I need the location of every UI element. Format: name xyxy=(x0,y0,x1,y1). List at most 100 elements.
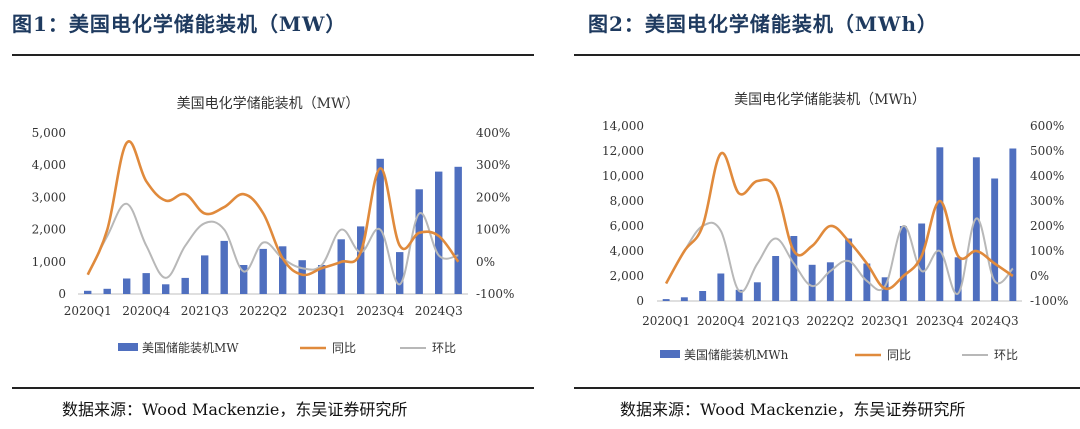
chart-title: 美国电化学储能装机（MWh） xyxy=(734,92,926,108)
y-tick-label: 6,000 xyxy=(610,219,644,233)
y2-tick-label: -100% xyxy=(1030,294,1068,308)
legend-label-yoy: 同比 xyxy=(332,341,356,355)
bar xyxy=(699,291,707,301)
figure-1-heading: 图1：美国电化学储能装机（MW） xyxy=(12,12,347,36)
bar xyxy=(259,248,267,294)
bar xyxy=(376,158,384,294)
y-tick-label: 2,000 xyxy=(610,269,644,283)
bar xyxy=(790,236,798,301)
x-tick-label: 2023Q1 xyxy=(861,314,909,328)
figure-1-panel: 图1：美国电化学储能装机（MW） 美国电化学储能装机（MW） 0 1,000 2,00… xyxy=(12,12,534,419)
bar xyxy=(181,277,189,294)
y2-tick-label: 100% xyxy=(1030,244,1064,258)
yoy-line xyxy=(86,140,460,277)
y-tick-label: 8,000 xyxy=(610,194,644,208)
y-tick-label: 4,000 xyxy=(610,244,644,258)
y2-tick-label: 600% xyxy=(1030,119,1064,133)
y-tick-label: 12,000 xyxy=(602,144,644,158)
legend-label-yoy: 同比 xyxy=(887,348,911,362)
y2-tick-label: 400% xyxy=(1030,169,1064,183)
y2-tick-label: 200% xyxy=(1030,219,1064,233)
bar xyxy=(753,282,761,302)
y2-tick-label: 400% xyxy=(476,126,510,140)
y2-tick-label: 300% xyxy=(1030,194,1064,208)
x-tick-label: 2023Q1 xyxy=(298,304,346,318)
y-tick-label: 3,000 xyxy=(32,190,66,204)
bar xyxy=(918,223,926,301)
legend-label-qoq: 环比 xyxy=(994,348,1018,362)
y2-tick-label: 300% xyxy=(476,158,510,172)
bar xyxy=(808,264,816,302)
y-tick-label: 5,000 xyxy=(32,126,66,140)
bar xyxy=(735,289,743,302)
bar xyxy=(337,239,345,294)
y2-tick-label: -100% xyxy=(476,287,514,301)
qoq-line xyxy=(86,202,459,286)
figure-2-bottom-rule xyxy=(574,387,1080,389)
bar xyxy=(357,226,365,294)
y-tick-label: 10,000 xyxy=(602,169,644,183)
legend-label-bar: 美国储能装机MW xyxy=(142,340,239,355)
legend-label-qoq: 环比 xyxy=(432,341,456,355)
x-tick-label: 2022Q2 xyxy=(239,304,287,318)
bar xyxy=(972,157,980,302)
figure-2-top-rule xyxy=(574,54,1080,56)
y-tick-label: 14,000 xyxy=(602,119,644,133)
bar xyxy=(103,288,111,294)
x-tick-label: 2020Q1 xyxy=(64,304,112,318)
bar xyxy=(662,299,670,301)
bar xyxy=(991,178,999,301)
figure-1-source: 数据来源：Wood Mackenzie，东吴证券研究所 xyxy=(62,400,408,419)
bar xyxy=(954,257,962,302)
y-tick-label: 1,000 xyxy=(32,255,66,269)
x-tick-label: 2021Q3 xyxy=(752,314,800,328)
y-tick-label: 0 xyxy=(636,294,644,308)
bar xyxy=(279,246,287,294)
y2-tick-label: 200% xyxy=(476,190,510,204)
x-tick-label: 2020Q4 xyxy=(697,314,745,328)
figure-1-bottom-rule xyxy=(12,387,534,389)
figure-1-top-rule xyxy=(12,54,534,56)
bar xyxy=(826,262,834,302)
legend-label-bar: 美国储能装机MWh xyxy=(684,347,789,362)
bar xyxy=(201,255,209,294)
chart-title: 美国电化学储能装机（MW） xyxy=(177,96,360,112)
bar xyxy=(899,226,907,301)
legend-swatch-bar xyxy=(118,343,138,351)
bar xyxy=(318,265,326,294)
bar xyxy=(123,278,131,294)
bar xyxy=(396,252,404,294)
y2-tick-label: 0% xyxy=(476,255,495,269)
bar xyxy=(142,273,150,294)
bar xyxy=(298,260,306,294)
x-tick-label: 2024Q3 xyxy=(415,304,463,318)
y-tick-label: 2,000 xyxy=(32,223,66,237)
x-tick-label: 2023Q4 xyxy=(916,314,964,328)
bar xyxy=(1009,148,1017,301)
bar xyxy=(454,166,462,294)
yoy-line xyxy=(664,152,1014,291)
bar xyxy=(936,147,944,302)
figure-2-heading: 图2：美国电化学储能装机（MWh） xyxy=(588,12,939,36)
y2-tick-label: 0% xyxy=(1030,269,1049,283)
bar xyxy=(220,240,228,294)
bar xyxy=(240,265,248,294)
y-tick-label: 4,000 xyxy=(32,158,66,172)
figure-1-chart: 美国电化学储能装机（MW） 0 1,000 2,000 3,000 4,000 5,000 -… xyxy=(32,96,515,355)
qoq-line xyxy=(665,217,1014,295)
y2-tick-label: 500% xyxy=(1030,144,1064,158)
figure-2-panel: 图2：美国电化学储能装机（MWh） 美国电化学储能装机（MWh） 0 2,000 4,… xyxy=(560,0,1080,429)
bar xyxy=(845,238,853,301)
figure-2-chart: 美国电化学储能装机（MWh） 0 2,000 4,000 6,000 8,000 10,00… xyxy=(602,92,1068,362)
bar xyxy=(162,284,170,294)
x-tick-label: 2020Q4 xyxy=(122,304,170,318)
x-tick-label: 2024Q3 xyxy=(971,314,1019,328)
bar xyxy=(435,171,443,294)
legend-swatch-bar xyxy=(660,350,680,358)
x-tick-label: 2022Q2 xyxy=(806,314,854,328)
bar xyxy=(863,263,871,301)
bar xyxy=(772,256,780,301)
y-tick-label: 0 xyxy=(58,287,66,301)
x-tick-label: 2023Q4 xyxy=(356,304,404,318)
bar xyxy=(415,189,423,294)
